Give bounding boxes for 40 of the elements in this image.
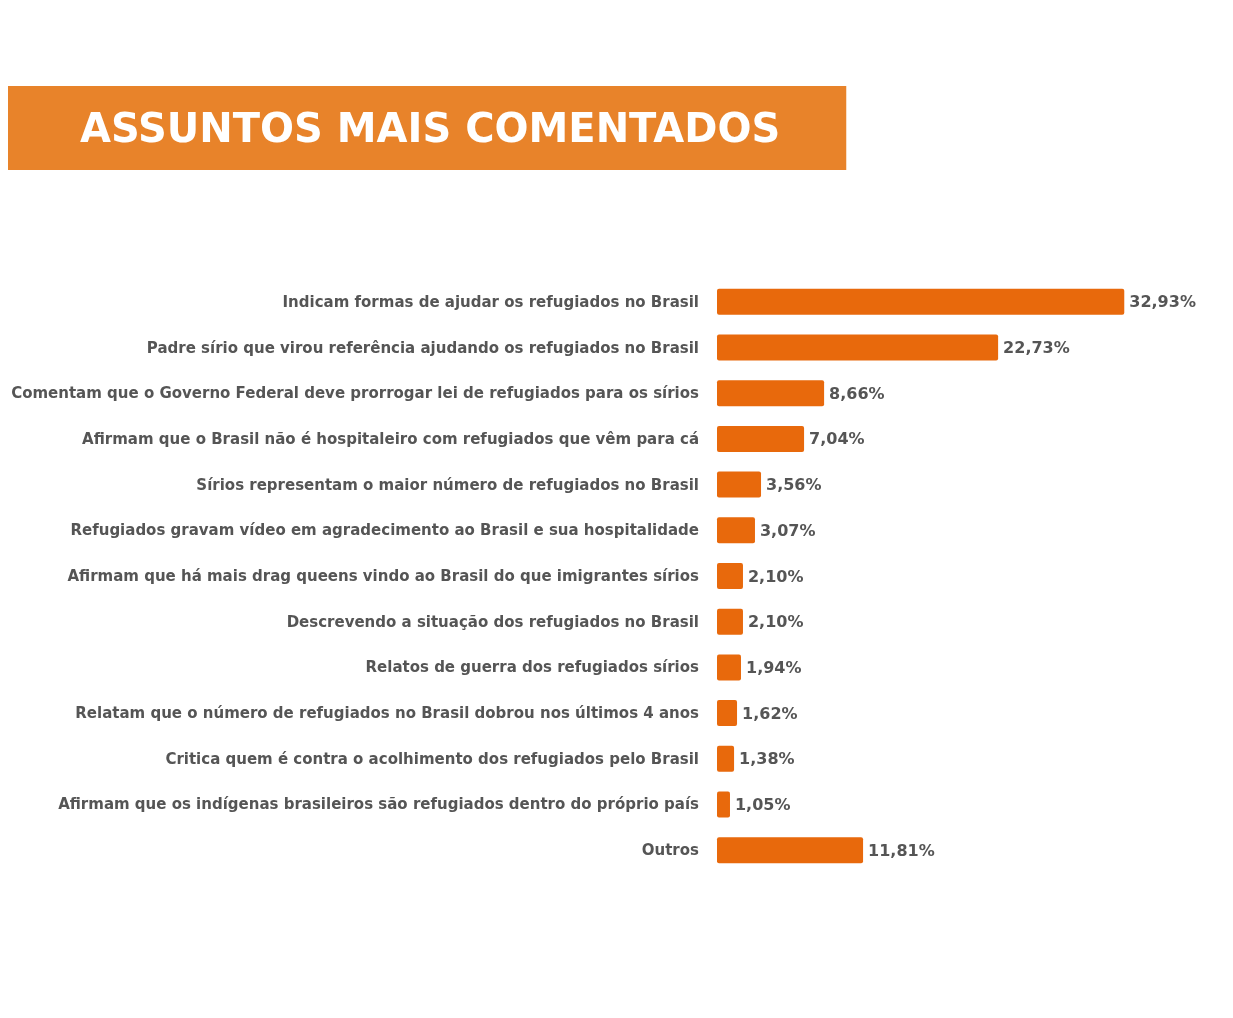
bar bbox=[717, 608, 743, 635]
data-label: 1,38% bbox=[739, 749, 795, 769]
y-tick-label: Critica quem é contra o acolhimento dos refugiados pelo Brasil bbox=[165, 749, 699, 768]
y-tick-label: Afirmam que os indígenas brasileiros são refugiados dentro do próprio país bbox=[58, 795, 700, 814]
data-label: 11,81% bbox=[868, 840, 935, 860]
bar bbox=[717, 654, 741, 681]
data-label: 7,04% bbox=[809, 429, 865, 449]
y-tick-label: Descrevendo a situação dos refugiados no Brasil bbox=[286, 612, 699, 631]
bar bbox=[717, 700, 738, 727]
bar bbox=[717, 745, 735, 772]
data-label: 1,62% bbox=[742, 703, 798, 723]
data-label: 32,93% bbox=[1129, 292, 1196, 312]
bar bbox=[717, 380, 825, 407]
bar bbox=[717, 517, 755, 544]
y-tick-label: Relatos de guerra dos refugiados sírios bbox=[365, 658, 700, 677]
y-tick-label: Padre sírio que virou referência ajudando os refugiados no Brasil bbox=[146, 338, 699, 357]
bar bbox=[717, 563, 743, 589]
y-tick-label: Sírios representam o maior número de refugiados no Brasil bbox=[196, 475, 699, 494]
bar bbox=[717, 425, 805, 452]
data-label: 1,05% bbox=[734, 794, 791, 814]
bar bbox=[717, 471, 762, 498]
data-label: 2,10% bbox=[747, 612, 804, 632]
y-tick-label: Relatam que o número de refugiados no Brasil dobrou nos últimos 4 anos bbox=[75, 704, 700, 723]
data-label: 3,56% bbox=[766, 475, 822, 495]
data-label: 2,10% bbox=[747, 566, 804, 586]
y-tick-label: Afirmam que há mais drag queens vindo ao Brasil do que imigrantes sírios bbox=[67, 567, 700, 585]
chart-title: ASSUNTOS MAIS COMENTADOS bbox=[80, 105, 781, 151]
y-tick-label: Indicam formas de ajudar os refugiados no Brasil bbox=[282, 292, 699, 311]
data-label: 1,94% bbox=[745, 657, 802, 677]
bar bbox=[717, 334, 999, 361]
data-label: 22,73% bbox=[1003, 338, 1070, 358]
bar bbox=[717, 288, 1125, 315]
y-tick-label: Refugiados gravam vídeo em agradecimento ao Brasil e sua hospitalidade bbox=[70, 521, 699, 540]
y-tick-label: Afirmam que o Brasil não é hospitaleiro com refugiados que vêm para cá bbox=[82, 429, 699, 448]
y-tick-label: Outros bbox=[641, 841, 700, 860]
bar bbox=[717, 837, 864, 864]
y-tick-label: Comentam que o Governo Federal deve prorrogar lei de refugiados para os sírios bbox=[11, 384, 700, 403]
data-label: 8,66% bbox=[829, 383, 885, 403]
bar bbox=[717, 791, 730, 818]
data-label: 3,07% bbox=[759, 520, 816, 540]
